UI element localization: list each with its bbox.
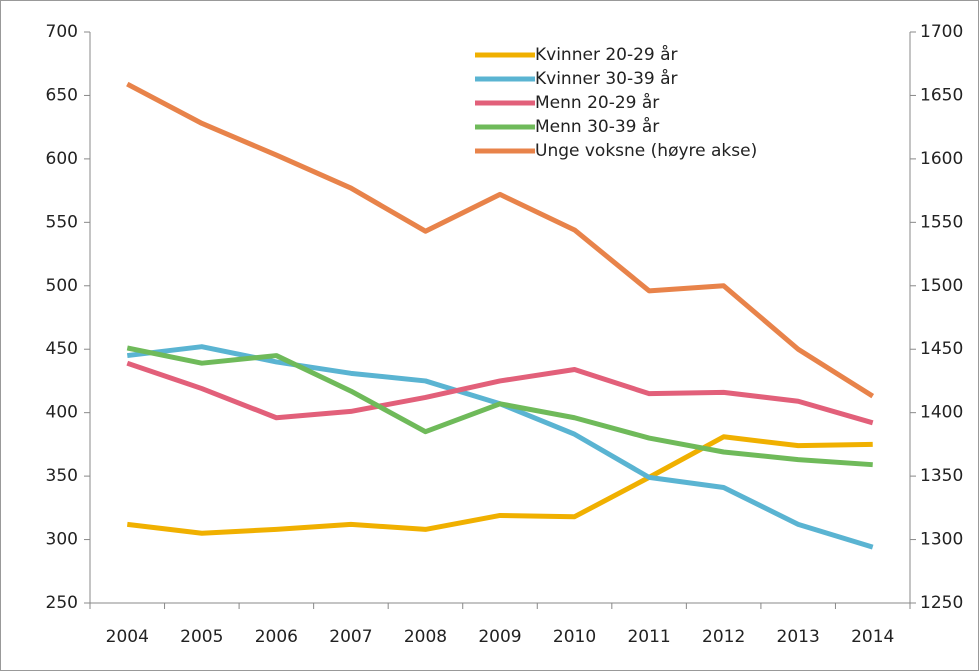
x-tick-label: 2005	[180, 627, 223, 647]
y-tick-label: 400	[46, 403, 78, 423]
x-tick-label: 2013	[777, 627, 820, 647]
legend-label: Menn 30-39 år	[535, 116, 659, 137]
x-tick-label: 2004	[106, 627, 149, 647]
y-tick-label: 550	[46, 212, 78, 232]
legend-label: Kvinner 20-29 år	[535, 44, 678, 65]
x-tick-label: 2007	[329, 627, 372, 647]
series-line	[126, 360, 874, 426]
x-tick-label: 2009	[478, 627, 521, 647]
y-tick-label: 500	[46, 276, 78, 296]
x-tick-label: 2006	[255, 627, 298, 647]
y2-tick-label: 1250	[920, 593, 963, 613]
y-tick-label: 600	[46, 149, 78, 169]
x-tick-label: 2010	[553, 627, 596, 647]
y-tick-label: 350	[46, 466, 78, 486]
y2-tick-label: 1400	[920, 403, 963, 423]
y2-tick-label: 1550	[920, 212, 963, 232]
series-line	[126, 345, 873, 468]
y-tick-label: 450	[46, 339, 78, 359]
y2-tick-label: 1700	[920, 22, 963, 42]
y2-tick-label: 1500	[920, 276, 963, 296]
x-tick-label: 2014	[851, 627, 894, 647]
y2-tick-label: 1300	[920, 530, 963, 550]
x-tick-label: 2011	[627, 627, 670, 647]
y-tick-label: 700	[46, 22, 78, 42]
y2-tick-label: 1350	[920, 466, 963, 486]
y-tick-label: 650	[46, 85, 78, 105]
y-tick-label: 300	[46, 530, 78, 550]
legend-label: Unge voksne (høyre akse)	[535, 141, 757, 161]
x-tick-label: 2012	[702, 627, 745, 647]
x-tick-label: 2008	[404, 627, 447, 647]
y2-tick-label: 1600	[920, 149, 963, 169]
series-line	[126, 434, 873, 536]
y2-tick-label: 1650	[920, 85, 963, 105]
y-tick-label: 250	[46, 593, 78, 613]
y2-tick-label: 1450	[920, 339, 963, 359]
legend-label: Kvinner 30-39 år	[535, 68, 678, 89]
legend-label: Menn 20-29 år	[535, 92, 659, 113]
series-line	[126, 81, 875, 399]
